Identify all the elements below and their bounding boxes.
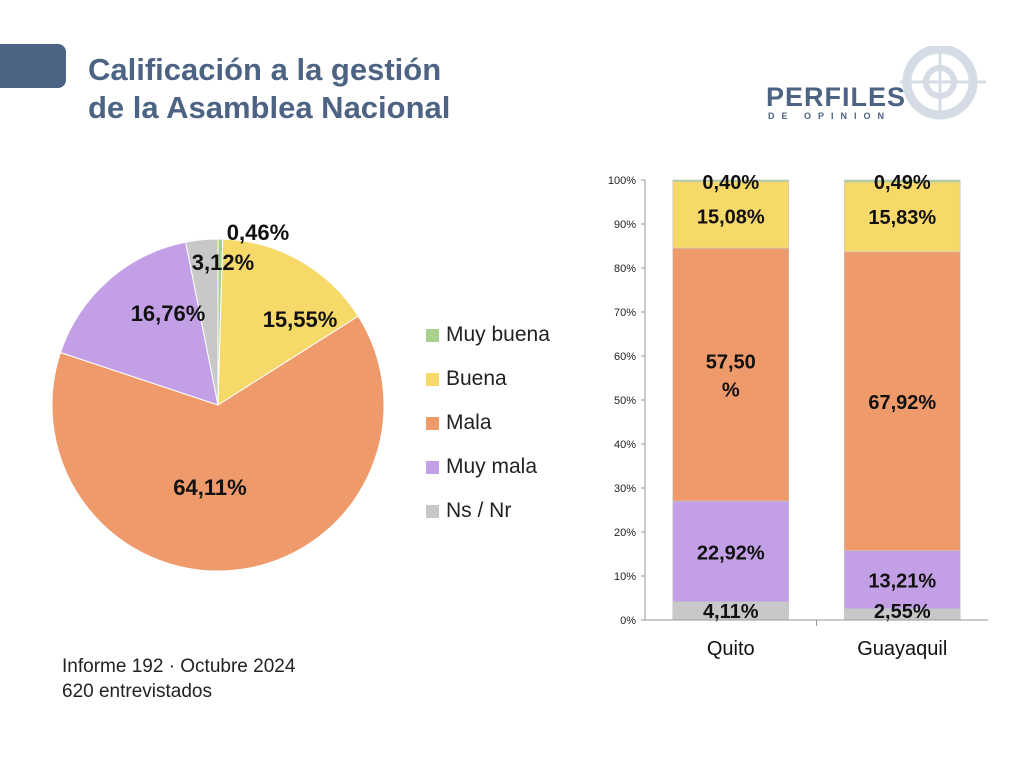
corner-accent-bar — [0, 44, 66, 88]
y-tick-label: 0% — [620, 615, 636, 627]
pie-label-muy-mala: 16,76% — [131, 301, 206, 326]
legend-swatch — [426, 329, 439, 342]
bar-label-guayaquil-muy-buena: 0,49% — [874, 172, 931, 194]
bar-segment-quito-buena — [672, 181, 790, 249]
bar-segment-quito-muy-buena — [672, 179, 790, 183]
crosshair-logo-icon — [900, 46, 986, 120]
legend-swatch — [426, 461, 439, 474]
legend-label: Ns / Nr — [446, 499, 512, 522]
bar-label-guayaquil-ns-nr: 2,55% — [874, 601, 931, 623]
x-category-label-quito: Quito — [707, 638, 755, 660]
y-tick-label: 40% — [614, 439, 636, 451]
x-category-label-guayaquil: Guayaquil — [857, 638, 947, 660]
y-tick-label: 60% — [614, 351, 636, 363]
bar-segment-quito-muy-mala — [672, 500, 790, 603]
bar-segment-guayaquil-mala — [843, 251, 961, 551]
bar-label-quito-muy-mala: 22,92% — [697, 542, 765, 564]
logo-main-text: PERFILES — [766, 82, 906, 112]
y-tick-label: 10% — [614, 571, 636, 583]
y-tick-label: 50% — [614, 395, 636, 407]
pie-slice-mala — [51, 315, 385, 572]
y-tick-label: 70% — [614, 307, 636, 319]
legend-label: Muy mala — [446, 455, 538, 478]
bar-label-guayaquil-mala: 67,92% — [868, 392, 936, 414]
bar-segment-guayaquil-muy-mala — [843, 550, 961, 610]
bar-label-quito-buena: 15,08% — [697, 207, 765, 229]
footnote-report: Informe 192 · Octubre 2024 — [62, 656, 296, 677]
pie-label-mala: 64,11% — [173, 475, 246, 500]
y-tick-label: 100% — [608, 175, 636, 187]
pie-slice-muy-mala — [59, 241, 219, 406]
legend-swatch — [426, 505, 439, 518]
pie-label-buena: 15,55% — [263, 307, 338, 332]
legend-swatch — [426, 373, 439, 386]
y-tick-label: 90% — [614, 219, 636, 231]
page-title-line-1: Calificación a la gestión — [88, 52, 442, 87]
stacked-bar-chart: 4,11% 22,92% 57,50 % 15,08% 0,40% 2,55% 13,21% 6… — [608, 172, 988, 660]
pie-slice-ns-nr — [185, 238, 219, 406]
pie-chart: 0,46% 15,55% 64,11% 16,76% 3,12% — [51, 220, 385, 572]
pie-label-muy-buena: 0,46% — [227, 220, 289, 245]
y-tick-label: 80% — [614, 263, 636, 275]
bar-label-quito-mala: 57,50% — [706, 352, 756, 402]
bar-label-quito-muy-buena: 0,40% — [702, 172, 759, 194]
legend-swatch — [426, 417, 439, 430]
legend-label: Muy buena — [446, 323, 550, 346]
bar-label-guayaquil-muy-mala: 13,21% — [868, 571, 936, 593]
logo-sub-text: DE OPINION — [768, 111, 891, 121]
bar-label-guayaquil-buena: 15,83% — [868, 207, 936, 229]
legend-label: Buena — [446, 367, 507, 390]
bar-segment-guayaquil-muy-buena — [843, 179, 961, 183]
pie-label-ns-nr: 3,12% — [192, 250, 254, 275]
perfiles-de-opinion-logo: PERFILES DE OPINION — [766, 46, 986, 121]
bar-segment-quito-mala — [672, 247, 790, 502]
y-tick-label: 30% — [614, 483, 636, 495]
y-tick-label: 20% — [614, 527, 636, 539]
pie-slice-buena — [217, 238, 359, 406]
footnote-sample: 620 entrevistados — [62, 681, 212, 702]
page-title-line-2: de la Asamblea Nacional — [88, 90, 451, 125]
bar-segment-guayaquil-buena — [843, 181, 961, 253]
bar-label-quito-ns-nr: 4,11% — [703, 601, 759, 623]
legend-label: Mala — [446, 411, 492, 434]
